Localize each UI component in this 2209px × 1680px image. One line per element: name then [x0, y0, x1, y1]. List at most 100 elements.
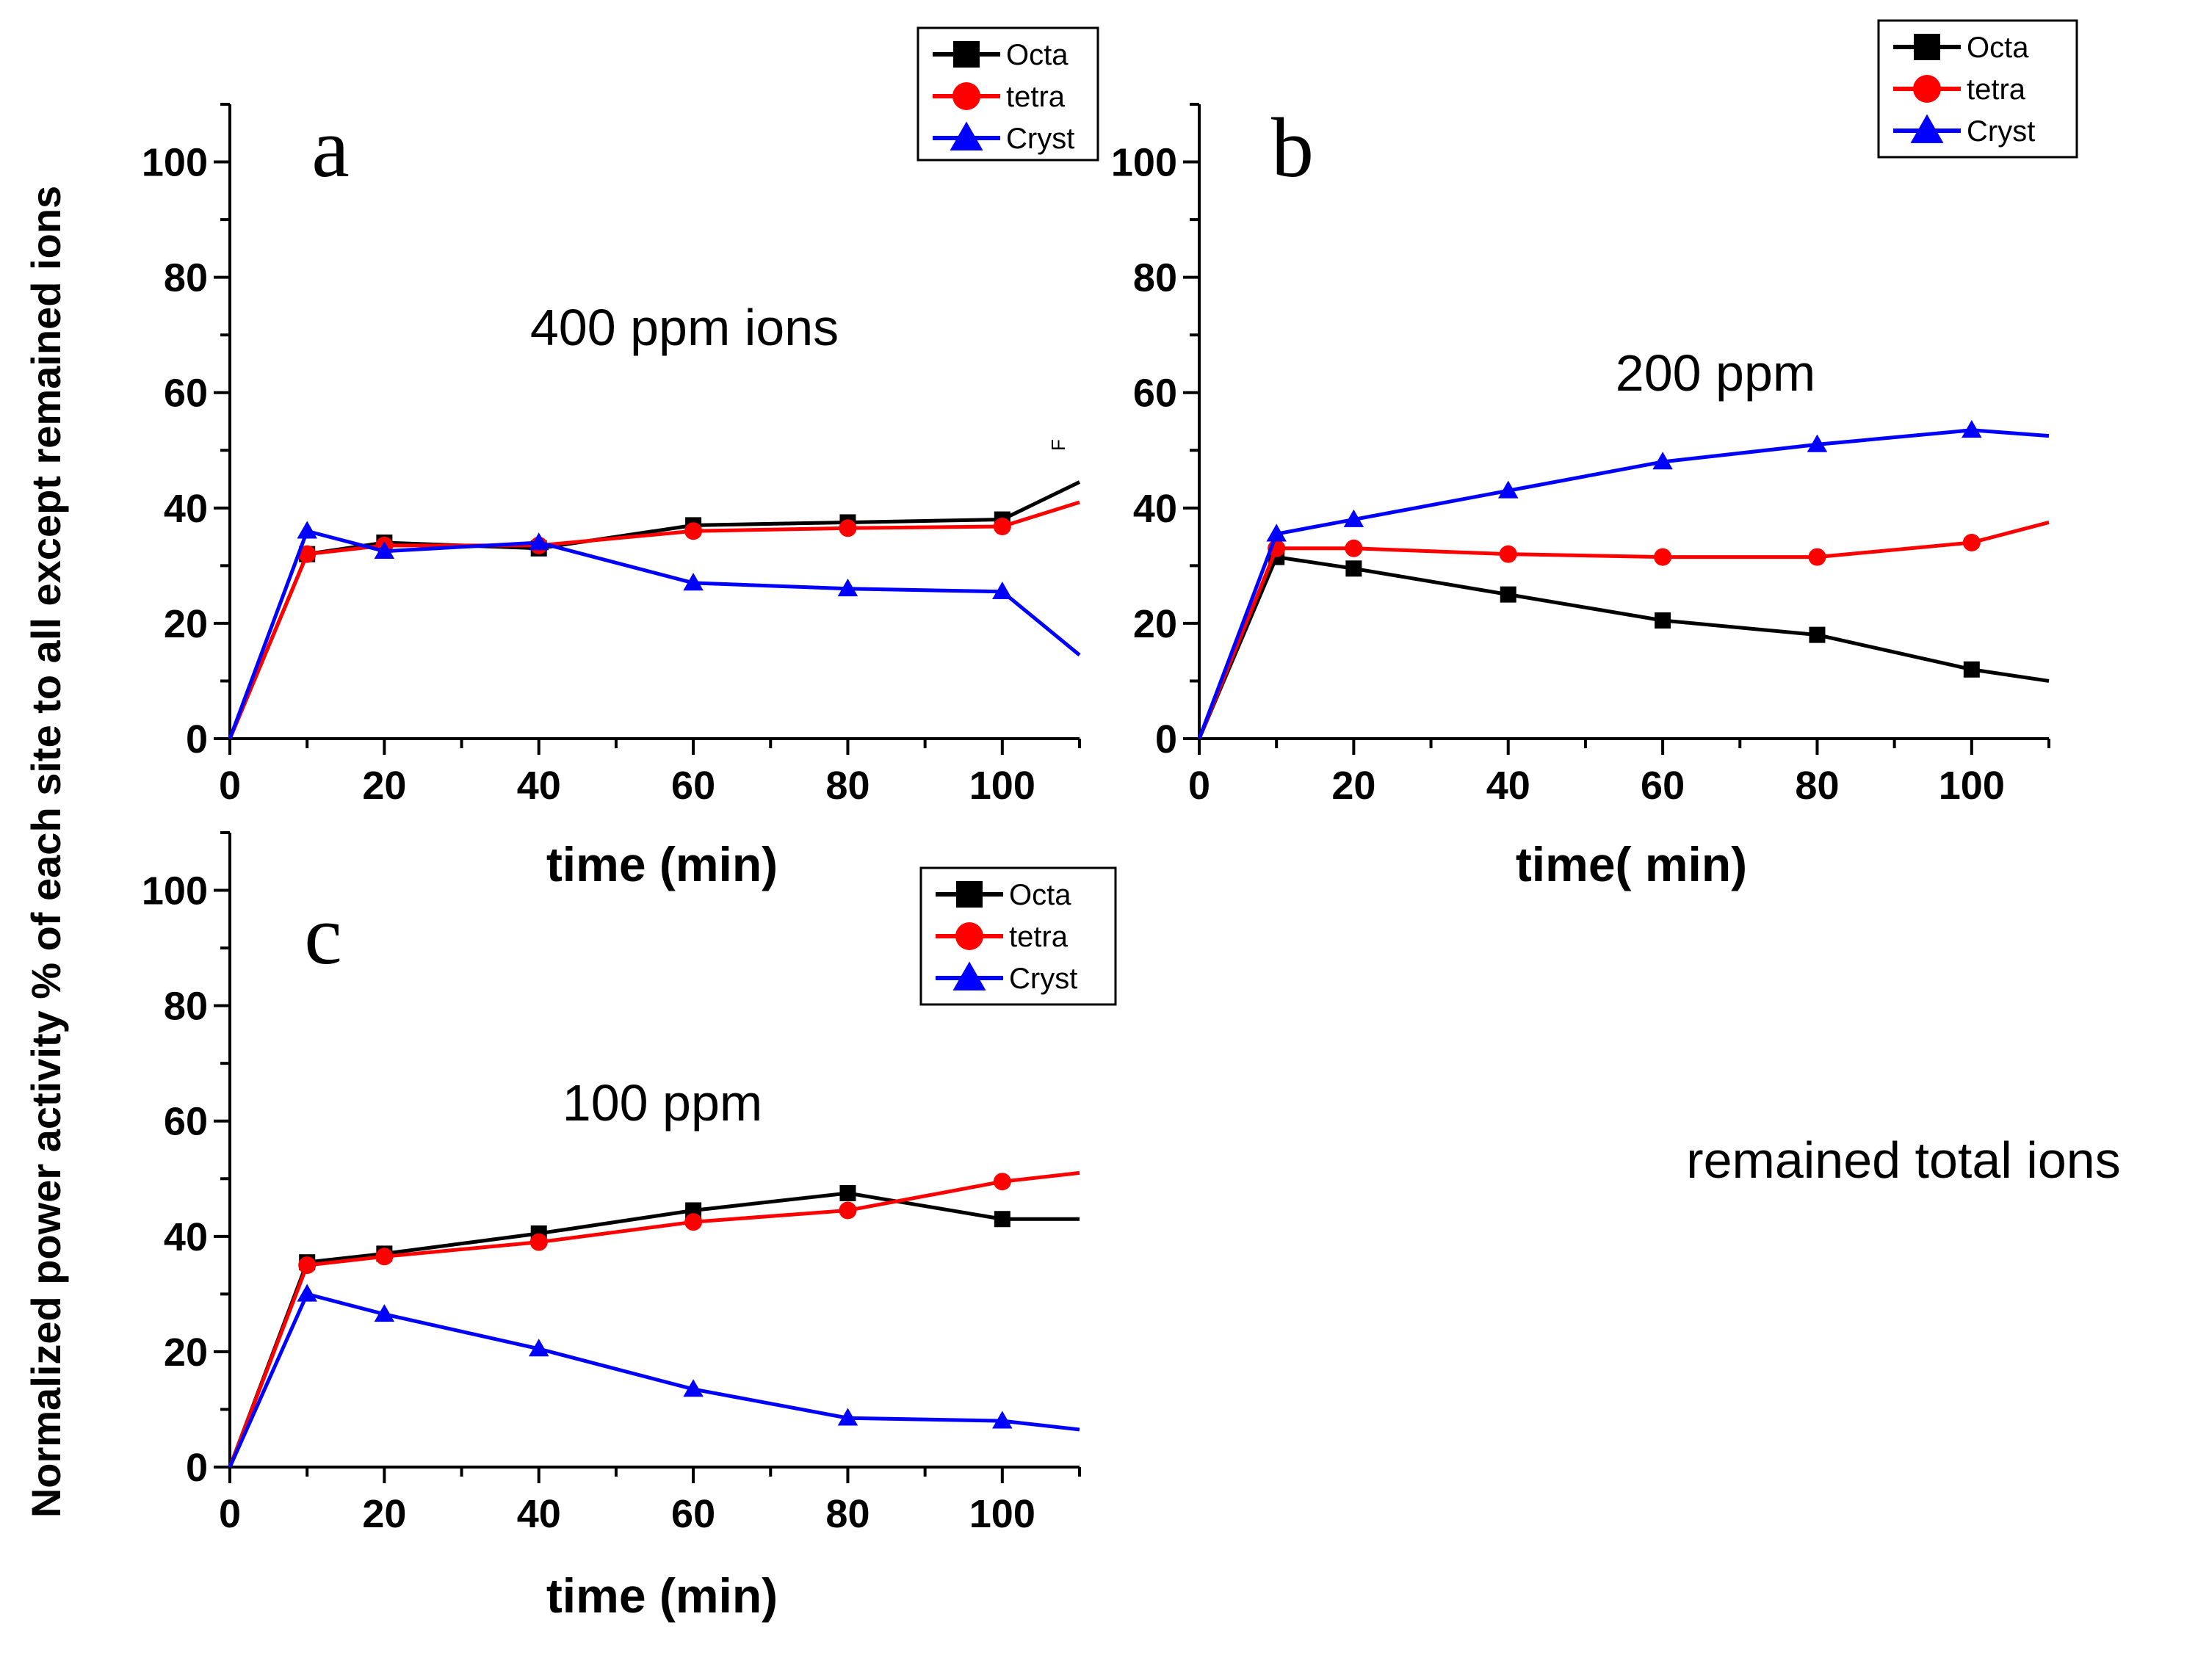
series-line	[228, 500, 1080, 739]
series-tetra	[228, 1170, 1080, 1468]
data-point	[839, 1201, 857, 1220]
data-point	[1266, 524, 1287, 542]
data-point	[374, 1304, 395, 1322]
x-tick-label: 80	[1795, 764, 1839, 808]
x-tick-label: 100	[969, 764, 1035, 808]
x-tick-label: 20	[362, 764, 406, 808]
panel-letter: c	[304, 888, 342, 982]
x-axis-title: time( min)	[1516, 837, 1747, 891]
y-tick-label: 80	[1133, 256, 1177, 300]
panel-c: 0 20 40 60 80 100 0 20 40 60 80 100 time (min) c 100 p…	[142, 831, 1117, 1623]
x-axis-title: time (min)	[546, 1568, 778, 1623]
data-point	[684, 1213, 703, 1231]
panel-letter: b	[1271, 101, 1314, 195]
legend: Octa tetra Cryst	[1877, 19, 2078, 159]
data-point	[528, 1339, 549, 1357]
series-line	[228, 1170, 1080, 1468]
data-point	[684, 522, 703, 540]
data-point	[297, 1283, 317, 1302]
y-tick-label: 20	[1133, 602, 1177, 646]
x-tick-label: 60	[671, 1492, 715, 1536]
series-cryst	[228, 1283, 1080, 1469]
data-point	[993, 1173, 1011, 1191]
legend-marker	[1913, 75, 1941, 103]
data-point	[1962, 533, 1981, 551]
data-point	[1808, 548, 1826, 566]
legend-marker	[952, 961, 986, 991]
x-tick-label: 60	[671, 764, 715, 808]
data-point	[297, 521, 317, 539]
series-line	[228, 529, 1081, 739]
legend-label: tetra	[1009, 921, 1069, 953]
data-point	[1962, 420, 1982, 438]
y-tick-label: 60	[164, 1100, 208, 1144]
x-tick-label: 0	[219, 1492, 241, 1536]
y-tick-label: 0	[1155, 717, 1177, 761]
legend: Octa tetra Cryst	[919, 866, 1117, 1006]
panel-annotation: 200 ppm	[1616, 344, 1815, 402]
data-point	[1497, 480, 1519, 499]
data-point	[528, 532, 549, 551]
data-point	[1499, 545, 1517, 563]
legend-marker	[956, 881, 983, 908]
panel-b: 0 20 40 60 80 100 0 20 40 60 80 100 time( min) b 200 p…	[1111, 19, 2078, 891]
series-line	[1197, 555, 2050, 739]
y-tick-label: 0	[186, 1446, 208, 1490]
y-tick-label: 0	[186, 717, 208, 761]
legend-label: Cryst	[1009, 963, 1077, 995]
side-note: remained total ions	[1686, 1132, 2120, 1189]
data-point	[683, 573, 704, 591]
x-tick-label: 100	[969, 1492, 1035, 1536]
series-line	[228, 1292, 1080, 1469]
data-point	[992, 581, 1013, 600]
x-axis-title: time (min)	[546, 837, 778, 891]
data-point	[374, 540, 395, 560]
data-point	[1345, 560, 1362, 577]
x-tick-label: 40	[517, 1492, 561, 1536]
panel-annotation: 100 ppm	[563, 1074, 762, 1132]
series-line	[1197, 521, 2050, 739]
data-point	[1807, 434, 1828, 452]
data-point	[1655, 612, 1671, 629]
data-point	[1654, 548, 1672, 566]
legend-marker	[1910, 114, 1944, 143]
x-tick-label: 60	[1641, 764, 1685, 808]
series-cryst	[228, 521, 1081, 739]
data-point	[1343, 509, 1364, 527]
legend-label: Octa	[1009, 879, 1071, 911]
x-tick-label: 80	[825, 764, 870, 808]
data-point	[837, 1408, 858, 1426]
legend-label: Octa	[1967, 32, 2029, 64]
series-line	[228, 1191, 1080, 1468]
data-point	[1963, 661, 1980, 678]
data-point	[683, 1379, 704, 1397]
data-point	[993, 517, 1011, 535]
panel-a: 0 20 40 60 80 100 0 20 40 60 80 100 time (min) a 400 p…	[142, 26, 1099, 891]
y-tick-label: 60	[1133, 372, 1177, 416]
series-line	[1197, 428, 2050, 739]
legend-label: tetra	[1006, 81, 1066, 113]
data-point	[1345, 539, 1363, 557]
legend-marker	[952, 82, 980, 110]
x-tick-label: 40	[1486, 764, 1530, 808]
x-tick-label: 0	[1188, 764, 1210, 808]
data-point	[839, 1184, 856, 1201]
figure-ylabel: Normalized power activity % of each site…	[23, 186, 69, 1518]
legend-marker	[950, 121, 983, 151]
legend-label: Cryst	[1967, 115, 2035, 148]
y-tick-label: 80	[164, 256, 208, 300]
legend-marker	[955, 922, 983, 950]
y-tick-label: 40	[1133, 487, 1177, 531]
data-point	[992, 1411, 1013, 1429]
series-cryst	[1197, 420, 2050, 739]
y-tick-label: 80	[164, 985, 208, 1029]
x-tick-label: 40	[517, 764, 561, 808]
legend-label: Cryst	[1006, 123, 1074, 155]
legend-label: tetra	[1967, 73, 2026, 106]
legend-marker	[953, 41, 980, 68]
x-tick-label: 20	[362, 1492, 406, 1536]
data-point	[529, 1233, 548, 1251]
data-point	[837, 579, 858, 597]
legend-marker	[1914, 34, 1940, 60]
